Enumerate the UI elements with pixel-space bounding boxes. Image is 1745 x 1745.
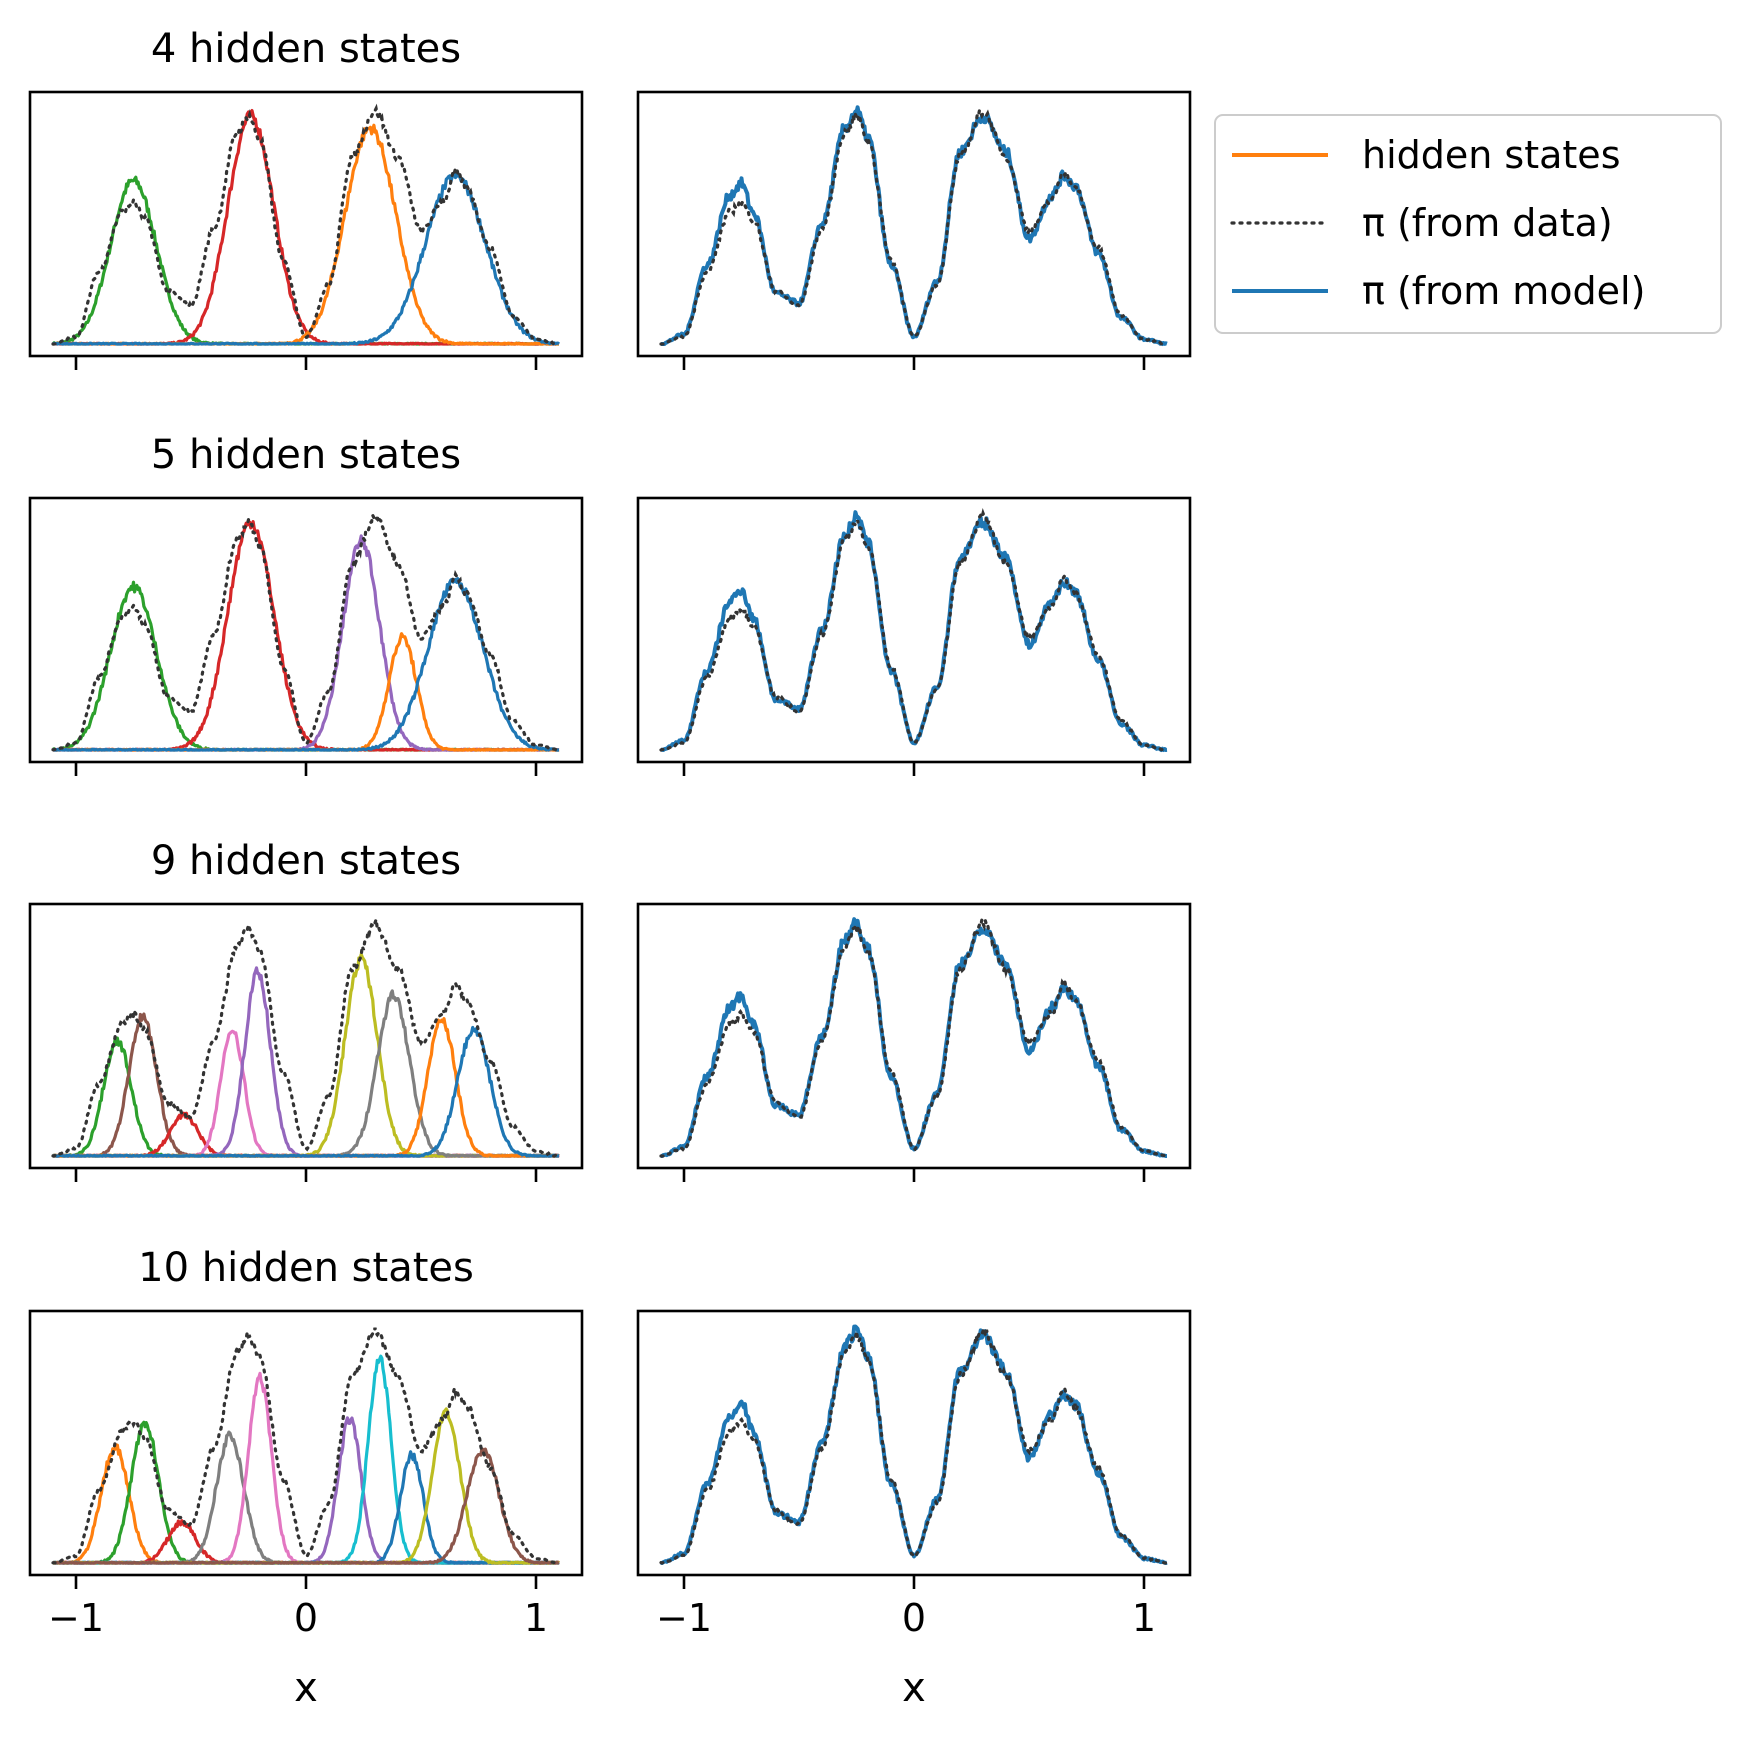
axes-hidden-states-3: 9 hidden states	[28, 838, 584, 1182]
x-tick-label: −1	[656, 1596, 712, 1640]
legend-label-1: hidden states	[1362, 133, 1621, 177]
hidden-state-curve-8	[52, 1017, 560, 1158]
hidden-state-curve-5	[52, 577, 560, 752]
axes-frame	[28, 902, 584, 1170]
hidden-state-curve-8	[52, 1450, 560, 1565]
legend-label-3: π (from model)	[1362, 269, 1645, 313]
axes-hidden-states-4: 10 hidden states −1 0 1 x	[28, 1245, 584, 1711]
pi-data-curve	[51, 918, 561, 1159]
x-tick-label: −1	[48, 1596, 104, 1640]
x-axis-label: x	[902, 1665, 926, 1711]
x-tick-label: 1	[524, 1596, 548, 1640]
pi-data-curve	[659, 105, 1169, 346]
hidden-state-curve-7	[52, 1354, 560, 1565]
x-tick-label: 0	[294, 1596, 318, 1640]
hidden-state-curve-5	[52, 1371, 560, 1565]
pi-data-curve	[659, 919, 1169, 1158]
hidden-state-curve-1	[52, 580, 560, 752]
pi-model-curve	[660, 917, 1168, 1158]
panel-title: 4 hidden states	[151, 26, 461, 72]
hidden-state-curve-1	[51, 175, 560, 346]
hidden-state-curve-1	[52, 1036, 560, 1158]
axes-frame	[28, 1309, 584, 1577]
hidden-state-curve-2	[52, 109, 560, 346]
hidden-state-curve-1	[52, 1443, 560, 1565]
hidden-state-curve-10	[52, 1447, 560, 1565]
legend-label-2: π (from data)	[1362, 201, 1613, 245]
axes-pi-comparison-1	[636, 90, 1192, 370]
axes-frame	[28, 496, 584, 764]
panel-title: 5 hidden states	[151, 432, 461, 478]
axes-frame	[28, 90, 584, 358]
pi-data-curve	[51, 1327, 561, 1565]
x-axis-label: x	[294, 1665, 318, 1711]
axes-pi-comparison-2	[636, 496, 1192, 776]
pi-model-curve	[660, 1324, 1168, 1565]
pi-data-curve	[659, 508, 1169, 752]
axes-hidden-states-2: 5 hidden states	[28, 432, 584, 776]
legend-box	[1214, 114, 1722, 334]
x-tick-label: 0	[902, 1596, 926, 1640]
legend: hidden states π (from data) π (from model)	[1214, 114, 1722, 334]
hidden-state-curve-6	[52, 952, 560, 1158]
pi-model-curve	[660, 105, 1168, 346]
hidden-state-curve-4	[52, 170, 561, 346]
hidden-state-curve-2	[52, 519, 560, 752]
axes-hidden-states-1: 4 hidden states	[28, 26, 584, 370]
hidden-state-curve-9	[52, 1025, 560, 1158]
x-tick-label: 1	[1132, 1596, 1156, 1640]
hidden-state-curve-2	[52, 1420, 560, 1565]
panel-title: 9 hidden states	[151, 838, 461, 884]
panel-title: 10 hidden states	[138, 1245, 474, 1291]
pi-data-curve	[51, 103, 561, 346]
pi-data-curve	[51, 509, 561, 752]
pi-data-curve	[659, 1323, 1169, 1565]
pi-model-curve	[660, 510, 1168, 752]
axes-pi-comparison-3	[636, 902, 1192, 1182]
axes-pi-comparison-4: −1 0 1 x	[636, 1309, 1192, 1711]
